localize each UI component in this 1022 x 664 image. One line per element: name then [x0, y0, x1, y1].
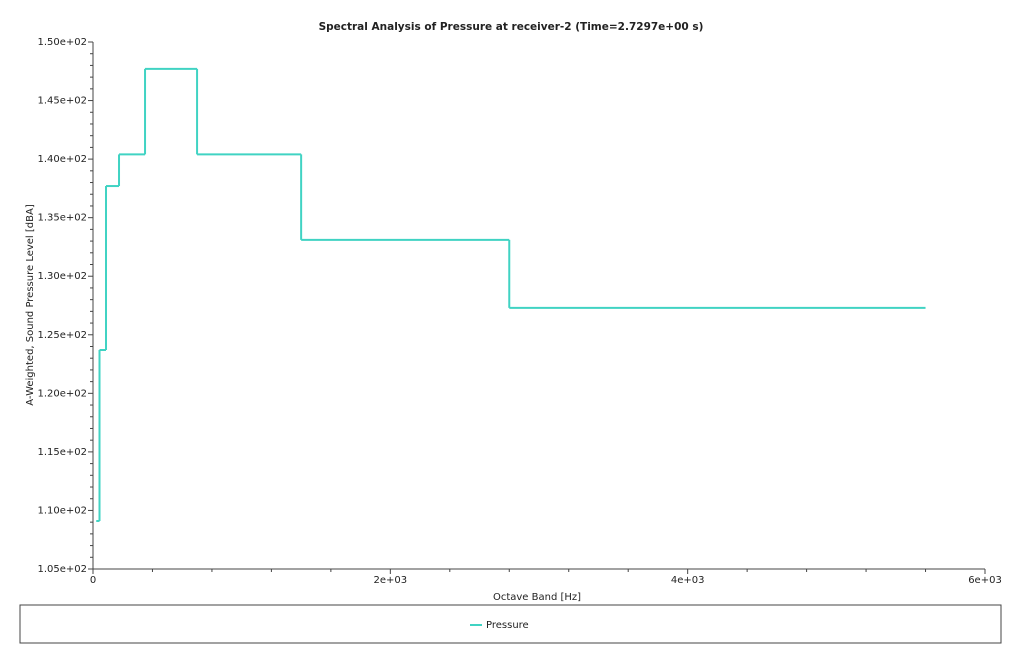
y-tick-label: 1.40e+02	[37, 154, 87, 165]
chart-title: Spectral Analysis of Pressure at receive…	[319, 21, 704, 33]
y-tick-label: 1.50e+02	[37, 37, 87, 48]
y-tick-label: 1.15e+02	[37, 447, 87, 458]
x-tick-label: 6e+03	[968, 575, 1002, 586]
x-tick-label: 2e+03	[374, 575, 408, 586]
legend-box	[19, 604, 1002, 644]
y-axis-label: A-Weighted, Sound Pressure Level [dBA]	[25, 204, 36, 406]
y-tick-label: 1.45e+02	[37, 96, 87, 107]
y-tick-label: 1.10e+02	[37, 505, 87, 516]
x-axis-label: Octave Band [Hz]	[493, 592, 581, 603]
y-tick-label: 1.20e+02	[37, 388, 87, 399]
y-tick-label: 1.35e+02	[37, 213, 87, 224]
legend-label: Pressure	[486, 620, 529, 631]
x-tick-label: 4e+03	[671, 575, 705, 586]
x-tick-label: 0	[90, 575, 96, 586]
y-tick-label: 1.25e+02	[37, 330, 87, 341]
y-tick-label: 1.05e+02	[37, 564, 87, 575]
y-tick-label: 1.30e+02	[37, 271, 87, 282]
